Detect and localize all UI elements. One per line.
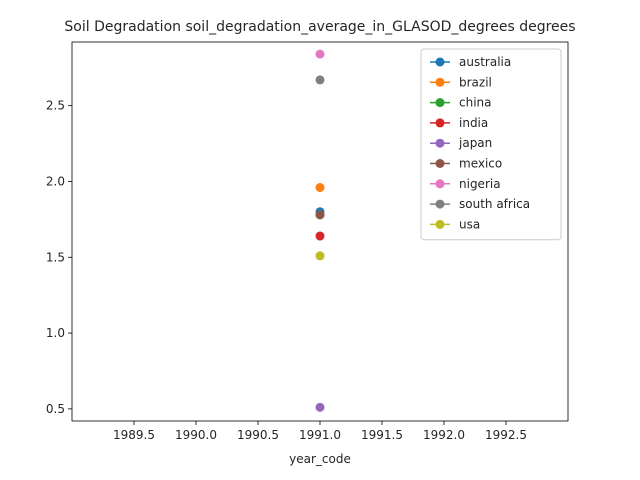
chart-title: Soil Degradation soil_degradation_averag… <box>64 19 575 35</box>
legend-entry: australia <box>430 55 511 69</box>
x-tick-label: 1990.5 <box>237 428 279 442</box>
data-point-mexico <box>315 210 325 220</box>
legend-label: mexico <box>459 157 502 171</box>
legend-marker <box>435 219 445 229</box>
legend-entry: south africa <box>430 197 530 211</box>
data-point-usa <box>315 251 325 261</box>
data-point-nigeria <box>315 49 325 59</box>
legend-label: australia <box>459 55 511 69</box>
x-tick-label: 1989.5 <box>113 428 155 442</box>
x-tick-label: 1991.5 <box>361 428 403 442</box>
legend-marker <box>435 77 445 87</box>
y-tick-label: 0.5 <box>46 402 65 416</box>
legend-label: india <box>459 116 488 130</box>
legend-label: china <box>459 96 492 110</box>
legend-marker <box>435 159 445 168</box>
x-axis: 1989.5 1990.0 1990.5 1991.0 1991.5 1992.0 1992… <box>113 421 527 442</box>
y-tick-label: 1.0 <box>46 326 65 340</box>
legend-label: south africa <box>459 197 530 211</box>
legend-entry: japan <box>430 136 492 150</box>
legend-marker <box>435 138 445 148</box>
x-axis-title: year_code <box>289 452 351 466</box>
x-tick-label: 1992.5 <box>485 428 527 442</box>
legend-marker <box>435 118 445 128</box>
data-point-japan <box>315 402 325 412</box>
legend-marker <box>435 57 445 67</box>
y-tick-label: 2.0 <box>46 174 65 188</box>
legend-box <box>420 48 562 241</box>
plot-marks <box>315 49 325 412</box>
legend-label: usa <box>459 217 480 231</box>
legend-marker <box>435 98 445 108</box>
y-tick-label: 1.5 <box>46 250 65 264</box>
legend-label: japan <box>458 136 492 150</box>
legend-entry: usa <box>430 217 480 231</box>
legend-label: brazil <box>459 75 492 89</box>
data-point-india <box>315 231 325 241</box>
legend-label: nigeria <box>459 177 501 191</box>
legend-marker <box>435 179 445 189</box>
legend-entry: india <box>430 116 488 130</box>
x-tick-label: 1991.0 <box>299 428 341 442</box>
data-point-brazil <box>315 183 325 193</box>
legend: australia brazil china india japan mexico nige… <box>420 48 562 241</box>
data-point-south-africa <box>315 75 325 85</box>
legend-entry: nigeria <box>430 177 501 191</box>
legend-entry: brazil <box>430 75 492 89</box>
legend-marker <box>435 199 445 209</box>
x-tick-label: 1990.0 <box>175 428 217 442</box>
legend-entry: mexico <box>430 157 502 171</box>
x-tick-label: 1992.0 <box>423 428 465 442</box>
y-tick-label: 2.5 <box>46 99 65 113</box>
y-axis: 0.5 1.0 1.5 2.0 2.5 <box>46 99 72 416</box>
legend-entry: china <box>430 96 492 110</box>
